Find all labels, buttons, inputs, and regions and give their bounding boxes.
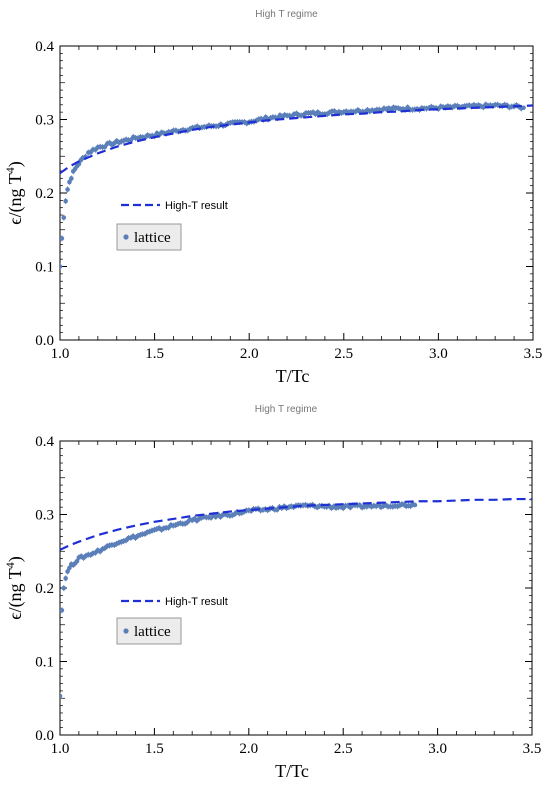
legend-box-label: lattice (134, 230, 171, 246)
x-tick-label: 2.0 (240, 346, 259, 362)
chart-title: High T regime (255, 404, 318, 415)
lattice-point (102, 144, 108, 150)
y-axis-label-exponent: 4 (3, 167, 17, 173)
x-tick-label: 2.0 (239, 741, 258, 757)
lattice-point (65, 569, 70, 574)
x-tick-label: 1.0 (51, 346, 70, 362)
lattice-point (521, 105, 526, 111)
y-tick-label: 0.4 (35, 434, 54, 450)
x-tick-label: 1.5 (145, 741, 164, 757)
plot-frame (59, 45, 534, 341)
x-axis-label: T/Tc (275, 761, 309, 781)
lattice-series (60, 501, 416, 700)
lattice-point (60, 607, 65, 613)
chart-panel-2: High T regime 1.0 1.5 2.0 2.5 3.0 3.5 0.0 0.1 0.2… (3, 404, 541, 781)
legend-line-label: High-T result (165, 596, 228, 608)
y-tick-label: 0.1 (35, 260, 54, 276)
y-tick-label: 0.3 (35, 508, 54, 524)
y-axis-label-main: ϵ/(ng T (5, 568, 26, 619)
x-tick-label: 3.5 (523, 741, 542, 757)
legend-box-label: lattice (134, 624, 171, 640)
y-tick-label: 0.0 (35, 333, 54, 349)
x-axis-label: T/Tc (276, 366, 310, 386)
y-tick-label: 0.0 (35, 728, 54, 744)
y-tick-label: 0.1 (35, 655, 54, 671)
y-axis-label-main: ϵ/(ng T (5, 173, 26, 224)
lattice-point (63, 198, 68, 204)
chart-panel-1: High T regime 1.0 1.5 2.0 2.5 3.0 3.5 0.0 0.1 0.2… (3, 9, 542, 386)
high-t-curve (60, 104, 533, 175)
lattice-point (67, 179, 72, 185)
y-axis-label: ϵ/(ng T4) (3, 556, 26, 619)
x-tick-label: 2.5 (334, 346, 353, 362)
lattice-point (60, 693, 63, 699)
x-tick-label: 3.5 (524, 346, 543, 362)
lattice-point (69, 176, 74, 181)
y-axis-label-exponent: 4 (3, 562, 17, 568)
lattice-point (60, 236, 65, 241)
legend-point-swatch (123, 234, 129, 240)
legend-point-swatch (123, 628, 129, 634)
lattice-point (61, 585, 67, 591)
chart-title: High T regime (255, 9, 318, 20)
legend-line-label: High-T result (165, 200, 228, 212)
lattice-point (60, 264, 63, 269)
high-t-curve (60, 497, 532, 551)
y-tick-label: 0.2 (35, 581, 54, 597)
lattice-point (412, 502, 418, 508)
y-tick-label: 0.3 (35, 113, 54, 129)
lattice-point (63, 576, 68, 581)
y-axis-label-close: ) (5, 161, 26, 167)
x-tick-label: 3.0 (428, 741, 447, 757)
lattice-point (67, 565, 72, 571)
x-tick-label: 1.0 (51, 741, 70, 757)
lattice-point (74, 558, 80, 564)
x-tick-label: 3.0 (429, 346, 448, 362)
x-tick-label: 1.5 (145, 346, 164, 362)
y-tick-label: 0.2 (35, 186, 54, 202)
lattice-point (65, 187, 70, 192)
y-axis-label: ϵ/(ng T4) (3, 161, 26, 224)
x-tick-label: 2.5 (334, 741, 353, 757)
y-axis-label-close: ) (5, 556, 26, 562)
plot-frame (59, 440, 533, 736)
y-tick-label: 0.4 (35, 39, 54, 55)
lattice-point (61, 215, 67, 220)
